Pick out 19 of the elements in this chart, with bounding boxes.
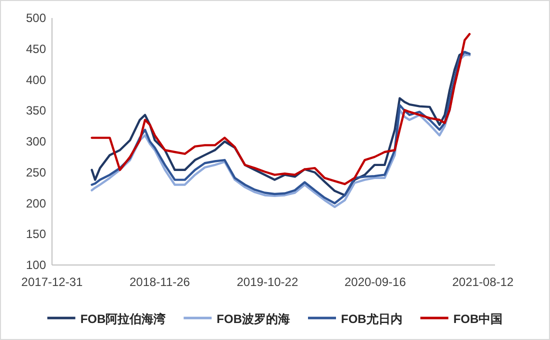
legend-label: FOB波罗的海 [216, 312, 290, 326]
y-tick-label: 250 [26, 165, 46, 180]
legend-label: FOB阿拉伯海湾 [80, 312, 166, 326]
y-tick-label: 350 [26, 104, 46, 118]
x-tick-label: 2019-10-22 [236, 275, 298, 289]
x-tick-label: 2021-08-12 [452, 275, 514, 289]
x-tick-label: 2017-12-31 [21, 275, 84, 289]
x-tick-label: 2018-11-26 [129, 275, 190, 289]
legend-label: FOB尤日内 [341, 312, 402, 326]
y-tick-label: 100 [26, 258, 46, 272]
y-tick-label: 400 [26, 72, 46, 87]
y-tick-label: 150 [26, 227, 46, 242]
line-series [90, 32, 471, 186]
x-tick-label: 2020-09-16 [344, 275, 406, 289]
y-tick-label: 200 [26, 196, 46, 210]
y-tick-label: 300 [26, 134, 46, 148]
legend-label: FOB中国 [453, 312, 503, 326]
y-tick-label: 500 [26, 11, 46, 25]
y-tick-label: 450 [26, 42, 46, 56]
